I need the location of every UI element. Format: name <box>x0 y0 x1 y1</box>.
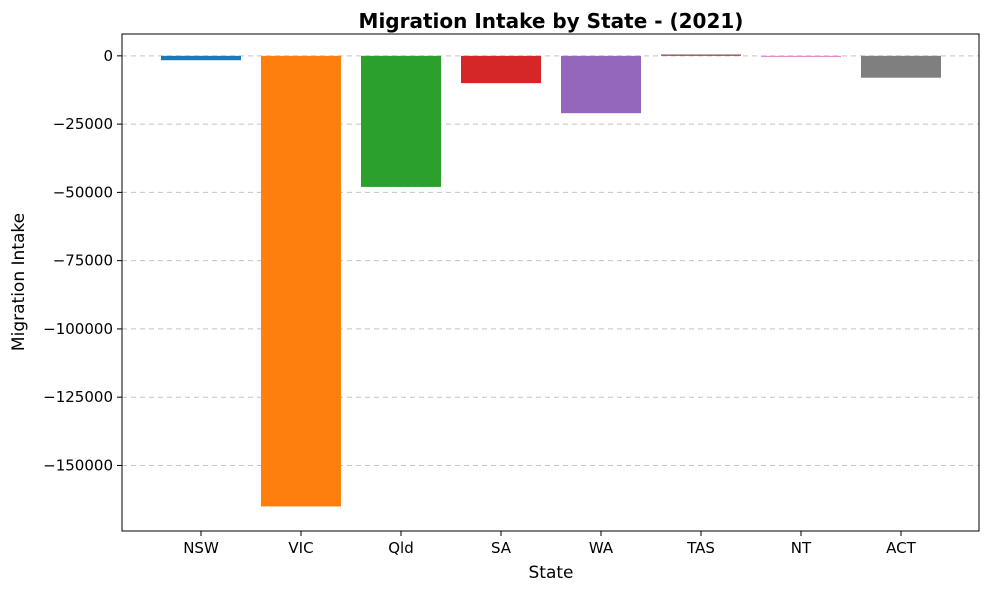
bar-qld <box>361 55 441 187</box>
bars <box>161 54 941 507</box>
x-tick-label: Qld <box>388 539 414 557</box>
x-tick-label: WA <box>589 539 614 557</box>
bar-tas <box>661 54 741 56</box>
x-tick-label: ACT <box>886 539 916 557</box>
x-axis-ticks: NSW VIC Qld SA WA TAS NT ACT <box>183 531 917 557</box>
y-tick-label: −50000 <box>53 183 113 201</box>
grid-lines <box>122 55 979 466</box>
bar-nt <box>761 55 841 57</box>
x-tick-label: NSW <box>183 539 219 557</box>
y-tick-label: −100000 <box>43 320 113 338</box>
x-tick-label: VIC <box>288 539 313 557</box>
y-tick-label: −75000 <box>53 252 113 270</box>
plot-frame <box>121 33 980 532</box>
bar-act <box>861 55 941 78</box>
chart-title: Migration Intake by State - (2021) <box>359 9 744 33</box>
y-axis-ticks: 0 −25000 −50000 −75000 −100000 −125000 −150000 <box>43 47 122 474</box>
y-tick-label: −25000 <box>53 115 113 133</box>
bar-wa <box>561 55 641 114</box>
y-tick-label: −150000 <box>43 456 113 474</box>
y-tick-label: −125000 <box>43 388 113 406</box>
x-axis-label: State <box>529 563 574 583</box>
x-tick-label: SA <box>491 539 512 557</box>
y-axis-label: Migration Intake <box>9 213 29 351</box>
x-tick-label: TAS <box>686 539 715 557</box>
y-tick-label: 0 <box>103 47 113 65</box>
bar-nsw <box>161 55 241 61</box>
x-tick-label: NT <box>791 539 812 557</box>
bar-vic <box>261 55 341 507</box>
bar-sa <box>461 55 541 84</box>
